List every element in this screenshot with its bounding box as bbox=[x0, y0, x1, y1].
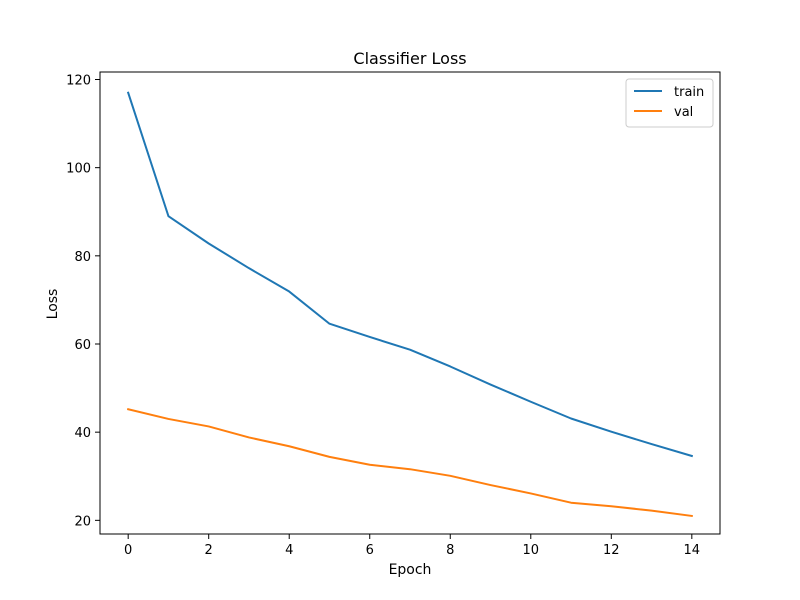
legend-label-val: val bbox=[674, 105, 693, 120]
x-axis-label: Epoch bbox=[389, 562, 432, 578]
x-tick-label: 4 bbox=[285, 543, 293, 558]
x-tick-label: 12 bbox=[603, 543, 620, 558]
legend-label-train: train bbox=[674, 85, 704, 100]
y-tick-label: 100 bbox=[66, 162, 91, 177]
x-tick-label: 10 bbox=[523, 543, 540, 558]
plot-area: 0 2 4 6 8 10 12 14 20 40 60 80 100 120 bbox=[66, 71, 721, 558]
y-tick-label: 60 bbox=[74, 338, 91, 353]
x-tick-label: 0 bbox=[124, 543, 132, 558]
legend: train val bbox=[625, 78, 714, 128]
y-tick-label: 20 bbox=[74, 514, 91, 529]
y-tick-label: 40 bbox=[74, 426, 91, 441]
x-tick-label: 14 bbox=[684, 543, 701, 558]
y-axis-label: Loss bbox=[45, 289, 61, 320]
series-line-train bbox=[126, 91, 694, 458]
chart-title: Classifier Loss bbox=[353, 49, 466, 68]
x-tick-label: 8 bbox=[446, 543, 454, 558]
y-tick-label: 80 bbox=[74, 250, 91, 265]
x-tick-label: 2 bbox=[205, 543, 213, 558]
y-tick-label: 120 bbox=[66, 73, 91, 88]
axes-frame bbox=[99, 71, 721, 535]
x-tick-label: 6 bbox=[366, 543, 374, 558]
series-line-val bbox=[126, 408, 693, 518]
